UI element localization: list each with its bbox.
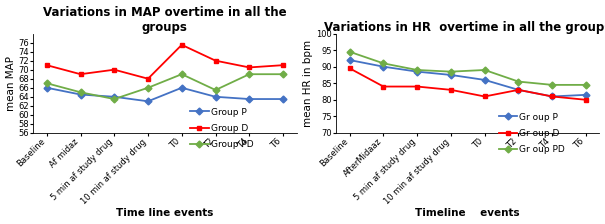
- Group D: [145, 77, 152, 80]
- Group D: [43, 64, 50, 67]
- Gr oup D: [515, 88, 522, 91]
- Line: Group P: Group P: [44, 85, 286, 104]
- X-axis label: Time line events: Time line events: [116, 209, 214, 218]
- Title: Variations in HR  overtime in all the groups: Variations in HR overtime in all the gro…: [324, 21, 605, 34]
- Group PD: [246, 73, 253, 75]
- Gr oup D: [481, 95, 488, 98]
- Line: Group PD: Group PD: [44, 72, 286, 101]
- Group P: [246, 98, 253, 100]
- Gr oup D: [447, 88, 454, 91]
- Gr oup P: [414, 70, 421, 73]
- Gr oup PD: [515, 80, 522, 83]
- Group PD: [212, 89, 219, 91]
- Line: Gr oup PD: Gr oup PD: [347, 49, 589, 87]
- Gr oup PD: [549, 84, 556, 86]
- Title: Variations in MAP overtime in all the
groups: Variations in MAP overtime in all the gr…: [43, 6, 287, 34]
- Line: Group D: Group D: [44, 42, 286, 81]
- Gr oup P: [549, 95, 556, 98]
- Group P: [77, 93, 84, 96]
- Group PD: [145, 86, 152, 89]
- Group P: [178, 86, 185, 89]
- Group D: [246, 66, 253, 69]
- Gr oup D: [414, 85, 421, 88]
- Group P: [111, 95, 118, 98]
- Gr oup PD: [346, 50, 353, 53]
- Group D: [77, 73, 84, 75]
- Line: Gr oup D: Gr oup D: [347, 66, 589, 102]
- Gr oup D: [549, 95, 556, 98]
- Group P: [212, 95, 219, 98]
- Gr oup P: [380, 65, 387, 68]
- Gr oup PD: [583, 84, 590, 86]
- Gr oup P: [515, 88, 522, 91]
- Gr oup PD: [481, 69, 488, 71]
- Group P: [43, 86, 50, 89]
- Legend: Group P, Group D, Group PD: Group P, Group D, Group PD: [191, 108, 254, 149]
- Gr oup D: [380, 85, 387, 88]
- Group PD: [77, 91, 84, 94]
- Gr oup P: [346, 59, 353, 61]
- Group D: [212, 59, 219, 62]
- Gr oup PD: [380, 62, 387, 65]
- Group D: [111, 68, 118, 71]
- Y-axis label: mean MAP: mean MAP: [5, 56, 16, 111]
- Gr oup P: [583, 93, 590, 96]
- Gr oup P: [481, 79, 488, 81]
- Group D: [280, 64, 287, 67]
- Group P: [280, 98, 287, 100]
- Gr oup P: [447, 74, 454, 76]
- Group PD: [43, 82, 50, 85]
- Group D: [178, 43, 185, 46]
- Line: Gr oup P: Gr oup P: [347, 58, 589, 99]
- Group PD: [178, 73, 185, 75]
- Y-axis label: mean HR in bpm: mean HR in bpm: [304, 40, 313, 127]
- Gr oup PD: [447, 70, 454, 73]
- Gr oup D: [583, 99, 590, 101]
- Legend: Gr oup P, Gr oup D, Gr oup PD: Gr oup P, Gr oup D, Gr oup PD: [499, 113, 565, 154]
- Gr oup D: [346, 67, 353, 70]
- Group PD: [280, 73, 287, 75]
- Group P: [145, 100, 152, 103]
- Gr oup PD: [414, 69, 421, 71]
- X-axis label: Timeline    events: Timeline events: [416, 209, 520, 218]
- Group PD: [111, 98, 118, 100]
